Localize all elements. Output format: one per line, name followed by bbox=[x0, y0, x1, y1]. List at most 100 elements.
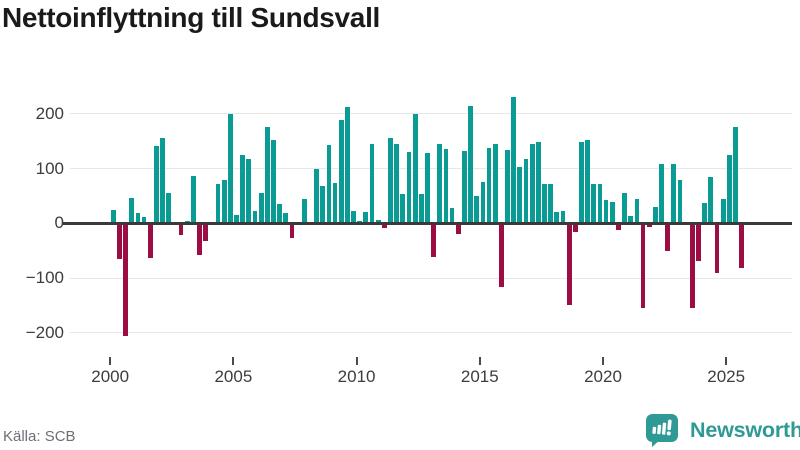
x-tick-label-2010: 2010 bbox=[337, 367, 376, 386]
bar-2014-q2 bbox=[462, 151, 467, 224]
bar-2020-q2 bbox=[609, 202, 615, 224]
bar-2004-q4 bbox=[227, 114, 233, 224]
bar-2020-q1 bbox=[603, 200, 609, 224]
bar-2014-q3 bbox=[468, 106, 473, 224]
bar-2016-q1 bbox=[505, 150, 510, 224]
bar-2002-q2 bbox=[166, 192, 172, 224]
bar-2021-q2 bbox=[634, 198, 640, 224]
bar-2005-q2 bbox=[240, 155, 246, 224]
bar-2013-q1 bbox=[431, 223, 437, 257]
bar-2017-q3 bbox=[542, 183, 547, 224]
bar-2018-q3 bbox=[566, 223, 572, 306]
bar-2019-q3 bbox=[591, 183, 597, 224]
bar-2015-q2 bbox=[486, 148, 492, 224]
bar-2011-q3 bbox=[394, 143, 400, 224]
newsworthy-logo[interactable]: Newsworthy bbox=[644, 411, 800, 449]
gridline-100 bbox=[70, 168, 792, 170]
x-tick-2025 bbox=[725, 357, 728, 365]
bar-2001-q2 bbox=[141, 216, 147, 224]
bar-2002-q1 bbox=[160, 137, 165, 224]
bar-2001-q3 bbox=[147, 223, 153, 258]
bar-2005-q3 bbox=[246, 158, 252, 224]
bar-2023-q1 bbox=[677, 179, 683, 224]
bar-2009-q1 bbox=[332, 182, 338, 224]
bar-2006-q4 bbox=[277, 203, 283, 224]
y-tick-label-200: 200 bbox=[35, 103, 64, 123]
bar-2011-q1 bbox=[381, 223, 387, 229]
bar-2000-q1 bbox=[110, 210, 116, 224]
bar-2006-q1 bbox=[258, 192, 264, 224]
bar-2003-q2 bbox=[190, 176, 196, 224]
bar-2010-q4 bbox=[375, 220, 381, 224]
bar-2018-q2 bbox=[560, 210, 566, 224]
bar-2024-q2 bbox=[708, 176, 714, 224]
x-tick-label-2025: 2025 bbox=[707, 367, 746, 386]
bar-2012-q4 bbox=[425, 153, 430, 224]
bar-2015-q4 bbox=[498, 223, 504, 287]
bar-2008-q2 bbox=[314, 168, 319, 224]
bar-2018-q4 bbox=[572, 223, 578, 232]
bar-2022-q3 bbox=[665, 223, 671, 251]
chart-title: Nettoinflyttning till Sundsvall bbox=[2, 2, 381, 33]
bar-2006-q2 bbox=[264, 127, 270, 224]
bar-2024-q3 bbox=[714, 223, 720, 273]
bar-2024-q4 bbox=[720, 199, 726, 224]
bar-2019-q2 bbox=[585, 140, 591, 224]
gridline--100 bbox=[70, 277, 792, 279]
gridline--200 bbox=[70, 332, 792, 334]
bar-2007-q2 bbox=[289, 223, 295, 238]
bar-2013-q2 bbox=[437, 144, 443, 224]
bar-2021-q4 bbox=[646, 223, 652, 228]
x-tick-label-2005: 2005 bbox=[214, 367, 253, 386]
bar-2022-q1 bbox=[652, 207, 658, 224]
bar-2025-q2 bbox=[733, 127, 738, 224]
x-tick-2005 bbox=[232, 357, 235, 365]
bar-2012-q2 bbox=[412, 114, 418, 224]
y-tick-label--100: −100 bbox=[25, 268, 64, 288]
bar-2009-q2 bbox=[338, 119, 344, 224]
y-tick-label--200: −200 bbox=[25, 322, 64, 342]
bar-2017-q2 bbox=[535, 142, 541, 224]
bar-2009-q3 bbox=[344, 106, 350, 224]
bar-2017-q1 bbox=[529, 144, 535, 224]
bar-2013-q4 bbox=[449, 207, 455, 224]
bar-2024-q1 bbox=[702, 203, 708, 224]
source-caption: Källa: SCB bbox=[3, 428, 76, 445]
bar-2017-q4 bbox=[548, 183, 554, 224]
x-tick-label-2015: 2015 bbox=[460, 367, 499, 386]
bar-2006-q3 bbox=[271, 139, 276, 224]
bar-2019-q4 bbox=[597, 183, 603, 224]
bar-2010-q2 bbox=[363, 211, 369, 224]
x-tick-2000 bbox=[109, 357, 112, 365]
bar-2011-q2 bbox=[388, 138, 393, 224]
x-tick-2015 bbox=[478, 357, 481, 365]
gridline-200 bbox=[70, 113, 792, 115]
bar-2019-q1 bbox=[579, 142, 584, 224]
bar-2007-q4 bbox=[301, 198, 307, 224]
bar-2008-q4 bbox=[326, 145, 332, 224]
bar-2000-q2 bbox=[117, 223, 122, 259]
bar-2015-q3 bbox=[492, 143, 498, 224]
newsworthy-bubble-chart-icon bbox=[646, 414, 678, 447]
bar-2000-q4 bbox=[129, 197, 135, 224]
x-tick-label-2020: 2020 bbox=[584, 367, 622, 386]
bar-2001-q1 bbox=[135, 213, 141, 224]
bar-2007-q1 bbox=[283, 212, 289, 224]
bar-2021-q3 bbox=[640, 223, 646, 309]
bar-2000-q3 bbox=[123, 223, 129, 336]
x-tick-2010 bbox=[355, 357, 358, 365]
bar-2022-q2 bbox=[659, 163, 664, 224]
bar-2020-q3 bbox=[616, 223, 621, 231]
y-tick-label-0: 0 bbox=[54, 213, 64, 233]
x-tick-label-2000: 2000 bbox=[91, 367, 130, 386]
bar-2021-q1 bbox=[628, 215, 634, 224]
bar-2008-q3 bbox=[320, 185, 326, 224]
bar-2016-q4 bbox=[523, 158, 529, 224]
bar-2004-q2 bbox=[215, 184, 221, 224]
bar-2012-q3 bbox=[418, 193, 424, 224]
bar-2023-q3 bbox=[689, 223, 695, 309]
bar-2004-q3 bbox=[221, 180, 227, 224]
bar-2012-q1 bbox=[406, 152, 412, 224]
bar-2005-q4 bbox=[252, 211, 258, 224]
